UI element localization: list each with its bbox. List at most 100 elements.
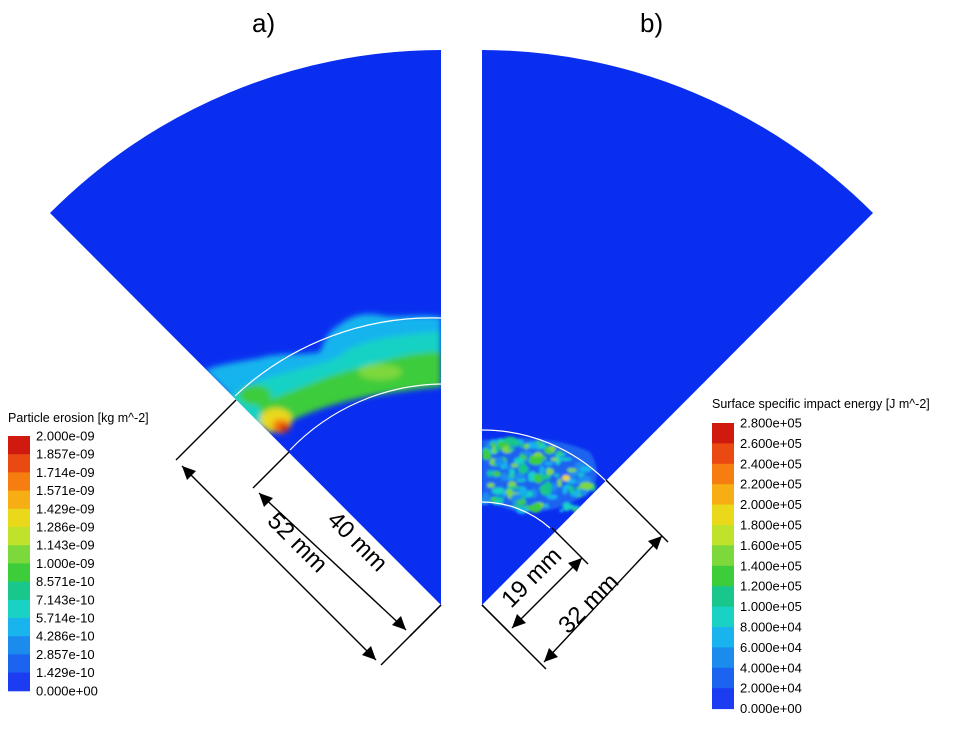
legend-swatch — [712, 627, 734, 648]
impact-speckle — [521, 450, 533, 456]
impact-speckle — [567, 468, 577, 473]
impact-speckle — [558, 457, 572, 461]
dim-52-label: 52 mm — [262, 507, 333, 578]
legend-swatch — [8, 454, 30, 473]
impact-speckle — [525, 457, 530, 464]
dim-32-arrow-start — [648, 536, 662, 550]
legend-swatch — [8, 490, 30, 510]
dim-32-arrow-end — [544, 648, 558, 662]
legend-swatch — [712, 443, 734, 465]
legend-a-title: Particle erosion [kg m^-2] — [8, 411, 149, 425]
panel-a-label: a) — [252, 8, 275, 38]
legend-swatch — [8, 636, 30, 655]
legend-b-colorbar — [712, 423, 734, 710]
legend-tick-label: 2.857e-10 — [36, 647, 95, 662]
legend-tick-label: 1.400e+05 — [740, 558, 802, 573]
impact-speckle — [577, 475, 592, 483]
legend-swatch — [712, 606, 734, 628]
legend-swatch — [712, 688, 734, 710]
legend-tick-label: 4.000e+04 — [740, 660, 802, 675]
impact-speckle — [557, 478, 562, 488]
legend-tick-label: 0.000e+00 — [740, 701, 802, 716]
dim-52-extension-a — [175, 399, 237, 461]
dim-32-line — [543, 535, 663, 663]
dim-19-arrow-start — [568, 558, 582, 572]
impact-speckle — [490, 496, 496, 503]
impact-speckle — [508, 486, 522, 490]
impact-speckle — [494, 457, 505, 466]
dim-40-line — [258, 492, 407, 631]
dim-52-line — [181, 465, 377, 661]
panel-b-arrowheads — [512, 536, 662, 662]
panel-b-dimensions — [481, 479, 669, 670]
impact-speckle — [494, 445, 501, 452]
panel-b-label: b) — [640, 8, 663, 38]
impact-speckle — [493, 497, 505, 501]
impact-speckle — [588, 509, 595, 513]
impact-speckle — [569, 485, 575, 494]
legend-a-ticks: 2.000e-09 1.857e-09 1.714e-09 1.571e-09 1.42… — [36, 429, 98, 699]
panel-a-arrowheads — [182, 466, 406, 660]
impact-speckle — [510, 463, 518, 468]
impact-speckle — [511, 488, 521, 493]
legend-swatch — [8, 436, 30, 455]
impact-speckle — [492, 471, 501, 477]
legend-b: Surface specific impact energy [J m^-2] … — [712, 397, 930, 716]
legend-tick-label: 1.200e+05 — [740, 579, 802, 594]
panel-a-outer-arc — [234, 317, 442, 397]
legend-swatch — [8, 563, 30, 583]
legend-a-colorbar — [8, 436, 30, 692]
impact-speckle — [509, 440, 521, 447]
impact-speckle — [482, 452, 492, 460]
impact-speckle — [539, 474, 551, 480]
panel-a-inner-arc — [289, 383, 442, 451]
legend-swatch — [8, 672, 30, 692]
impact-speckle — [557, 450, 562, 455]
impact-speckle — [544, 503, 549, 509]
impact-speckle — [507, 481, 517, 488]
dim-40-arrow-end — [392, 616, 406, 630]
impact-speckle — [546, 468, 554, 475]
impact-speckle — [514, 472, 526, 480]
impact-speckle — [548, 445, 556, 452]
impact-speckle — [544, 461, 554, 466]
legend-swatch — [712, 667, 734, 689]
dim-32-extension-a — [605, 479, 669, 543]
impact-speckle — [525, 442, 540, 449]
panel-a-sector — [50, 50, 441, 605]
dim-40-extension-a — [252, 451, 290, 489]
impact-speckle — [502, 491, 507, 497]
panel-a-dimensions — [175, 399, 442, 666]
legend-swatch — [8, 508, 30, 528]
legend-swatch — [712, 504, 734, 526]
impact-speckle — [487, 482, 495, 488]
legend-tick-label: 2.400e+05 — [740, 456, 802, 471]
legend-swatch — [8, 654, 30, 674]
impact-speckle — [482, 492, 490, 501]
panel-b-sector — [482, 50, 873, 605]
legend-tick-label: 1.429e-09 — [36, 501, 95, 516]
legend-b-title: Surface specific impact energy [J m^-2] — [712, 397, 930, 411]
legend-swatch — [712, 586, 734, 608]
impact-speckle — [550, 457, 559, 462]
legend-tick-label: 2.000e+04 — [740, 681, 802, 696]
erosion-patch-left — [239, 385, 271, 405]
impact-speckle — [562, 485, 568, 495]
impact-speckle — [539, 486, 549, 492]
dim-52-arrow-start — [182, 466, 196, 480]
legend-tick-label: 8.571e-10 — [36, 574, 95, 589]
impact-speckle — [562, 502, 572, 512]
impact-speckle — [509, 468, 515, 476]
legend-tick-label: 1.571e-09 — [36, 483, 95, 498]
legend-tick-label: 1.286e-09 — [36, 520, 95, 535]
dim-32-extension-b — [481, 604, 547, 670]
impact-speckle — [517, 464, 529, 474]
legend-tick-label: 1.000e+05 — [740, 599, 802, 614]
legend-tick-label: 1.714e-09 — [36, 465, 95, 480]
dim-32-label: 32 mm — [553, 568, 624, 639]
legend-tick-label: 1.857e-09 — [36, 447, 95, 462]
panel-b-outer-arc — [481, 429, 607, 482]
panel-a-contour — [50, 50, 442, 605]
impact-speckle — [507, 447, 515, 451]
